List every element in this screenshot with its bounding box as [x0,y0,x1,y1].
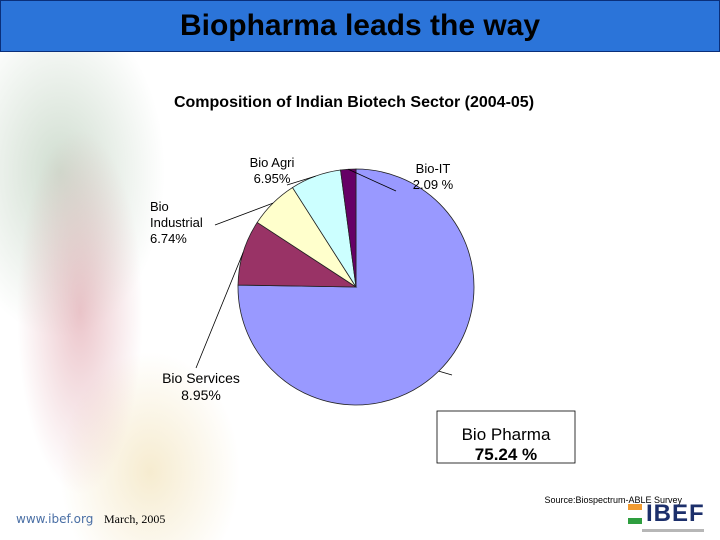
data-label: 75.24 % [475,445,537,464]
data-label: 8.95% [181,387,221,403]
data-label: Bio Pharma [462,425,551,444]
leader-line [214,202,274,226]
pie-slice-bio-it [340,168,357,288]
slide-title: Biopharma leads the way [179,9,541,42]
chart-title: Composition of Indian Biotech Sector (20… [174,94,534,111]
ibef-logo: IBEF [628,500,708,536]
data-label: Bio [150,199,169,214]
logo-tagline-bar [642,529,704,532]
data-label: 6.95% [254,171,291,186]
leader-line [348,168,397,192]
data-label: Industrial [150,215,203,230]
data-label: Bio Agri [250,155,295,170]
data-label-box [436,410,576,464]
data-label: Bio Services [162,370,240,386]
flag-icon [628,504,642,524]
leader-line [195,252,244,369]
leader-line [286,175,316,186]
data-label: 2.09 % [413,177,454,192]
footer-date: March, 2005 [104,512,166,526]
slide-title-bar: Biopharma leads the way [0,0,720,52]
data-label: Bio-IT [416,161,451,176]
ibef-website-link[interactable]: www.ibef.org [16,512,94,526]
data-label: 6.74% [150,231,187,246]
source-note: Source:Biospectrum-ABLE Survey [544,495,682,505]
leader-line [438,370,453,376]
logo-wordmark: IBEF [646,500,705,527]
